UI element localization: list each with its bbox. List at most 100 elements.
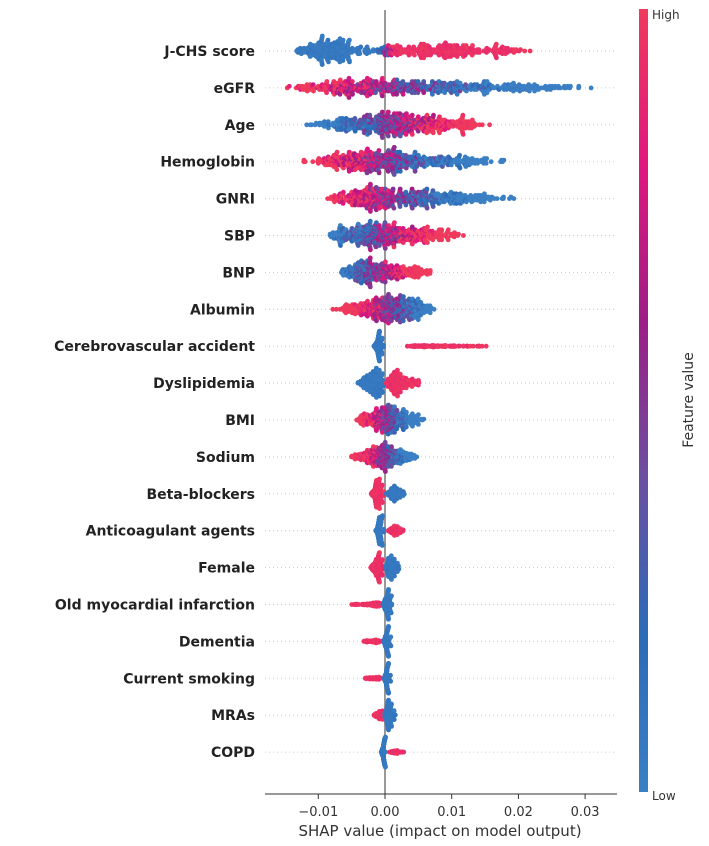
- shap-point: [415, 114, 421, 120]
- shap-point: [394, 91, 400, 97]
- shap-point: [371, 48, 377, 54]
- shap-point: [493, 41, 499, 47]
- shap-point: [380, 135, 385, 141]
- shap-point: [337, 77, 343, 83]
- shap-point: [286, 83, 292, 89]
- shap-point: [415, 128, 421, 134]
- shap-point: [381, 344, 386, 350]
- shap-point: [457, 152, 462, 158]
- shap-point: [394, 426, 400, 432]
- shap-point: [309, 122, 314, 128]
- shap-point: [341, 189, 346, 195]
- shap-point: [379, 351, 385, 357]
- shap-point: [460, 112, 466, 118]
- shap-point: [326, 59, 331, 65]
- shap-point: [473, 122, 479, 128]
- shap-point: [347, 37, 352, 43]
- shap-point: [454, 91, 460, 97]
- shap-point: [457, 165, 463, 171]
- shap-point: [340, 116, 345, 121]
- shap-point: [385, 109, 391, 115]
- shap-point: [412, 52, 417, 58]
- shap-point: [319, 62, 325, 67]
- shap-point: [373, 79, 379, 84]
- shap-point: [445, 227, 451, 233]
- shap-point: [430, 91, 435, 97]
- shap-point: [377, 358, 382, 364]
- shap-point: [379, 335, 385, 341]
- shap-point: [395, 393, 400, 399]
- shap-point: [398, 389, 403, 395]
- shap-point: [377, 243, 382, 248]
- shap-point: [391, 205, 397, 211]
- shap-point: [385, 133, 391, 139]
- shap-point: [382, 279, 388, 285]
- shap-point: [346, 75, 352, 81]
- shap-point: [368, 181, 373, 187]
- shap-point: [337, 91, 343, 97]
- shap-point: [522, 48, 528, 54]
- shap-point: [445, 237, 451, 243]
- shap-point: [421, 90, 427, 96]
- shap-point: [403, 132, 409, 137]
- shap-point: [391, 244, 397, 250]
- shap-point: [403, 424, 409, 430]
- shap-point: [397, 168, 403, 174]
- shap-point: [424, 112, 430, 118]
- shap-point: [424, 186, 430, 192]
- shap-point: [392, 220, 397, 226]
- shap-point: [416, 380, 422, 385]
- shap-point: [486, 47, 492, 52]
- shap-point: [376, 170, 382, 176]
- shap-point: [352, 116, 358, 121]
- shap-point: [461, 233, 466, 238]
- shap-point: [376, 223, 382, 228]
- shap-point: [334, 167, 340, 173]
- shap-point: [430, 79, 435, 84]
- shap-point: [479, 122, 485, 128]
- shap-point: [425, 240, 430, 246]
- shap-point: [487, 122, 492, 128]
- shap-point: [470, 343, 476, 349]
- shap-point: [568, 83, 573, 89]
- shap-point: [367, 255, 373, 261]
- shap-point: [340, 37, 346, 43]
- shap-point: [483, 160, 489, 166]
- shap-point: [380, 390, 385, 395]
- shap-point: [439, 227, 445, 233]
- shap-point: [456, 231, 461, 237]
- shap-point: [338, 243, 343, 248]
- shap-point: [368, 247, 373, 253]
- shap-point: [400, 91, 406, 97]
- shap-point: [518, 47, 523, 52]
- shap-point: [404, 111, 409, 116]
- shap-point: [391, 144, 397, 150]
- shap-point: [400, 79, 406, 84]
- shap-point: [324, 79, 330, 84]
- shap-point: [484, 79, 490, 84]
- shap-point: [416, 422, 421, 427]
- shap-point: [527, 48, 533, 54]
- shap-point: [425, 224, 430, 230]
- shap-point: [383, 259, 388, 265]
- shap-point: [379, 93, 385, 99]
- shap-point: [350, 91, 355, 97]
- shap-point: [357, 51, 363, 57]
- shap-point: [310, 159, 316, 165]
- shap-point: [400, 318, 406, 324]
- shap-point: [380, 75, 385, 81]
- shap-point: [431, 306, 437, 312]
- shap-point: [442, 90, 448, 96]
- shap-point: [488, 159, 494, 165]
- shap-point: [377, 328, 382, 334]
- shap-point: [390, 186, 396, 192]
- shap-point: [358, 44, 364, 50]
- shap-point: [319, 33, 325, 39]
- shap-point: [424, 205, 430, 211]
- shap-point: [406, 52, 412, 58]
- shap-point: [334, 149, 340, 155]
- shap-point: [501, 194, 506, 200]
- shap-point: [325, 37, 331, 43]
